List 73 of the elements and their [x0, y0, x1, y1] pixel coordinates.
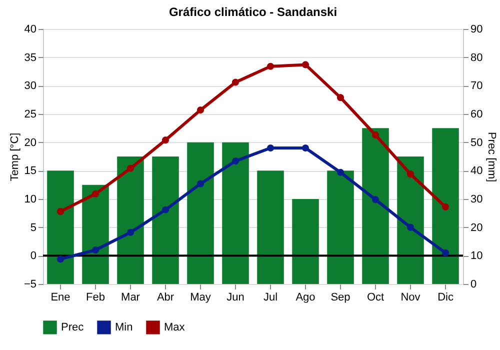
point — [196, 106, 204, 114]
point — [232, 78, 240, 86]
point — [162, 206, 170, 214]
point — [336, 94, 344, 102]
y2-tick-label: 50 — [470, 136, 483, 149]
point — [162, 136, 170, 144]
chart-title: Gráfico climático - Sandanski — [168, 5, 338, 19]
bar — [257, 170, 284, 284]
point — [126, 228, 134, 236]
bar — [222, 142, 249, 284]
bar — [362, 128, 389, 284]
y2-axis-title: Prec [mm] — [486, 132, 498, 182]
point — [406, 224, 414, 231]
y2-tick-label: 70 — [470, 80, 483, 92]
bar — [117, 156, 144, 284]
x-tick-label: Jul — [263, 292, 278, 304]
x-tick-label: May — [190, 292, 212, 304]
x-tick-label: Sep — [330, 292, 350, 304]
y-tick-label: 15 — [24, 165, 36, 178]
point — [56, 208, 64, 215]
point — [406, 170, 414, 178]
bar — [432, 128, 459, 284]
bar — [397, 156, 424, 284]
y-tick-label: 35 — [24, 52, 36, 64]
point — [372, 131, 380, 138]
y-tick-label: −5 — [24, 278, 36, 290]
point — [442, 203, 450, 210]
x-tick-label: Dic — [438, 292, 454, 304]
point — [372, 196, 380, 204]
x-tick-label: Oct — [366, 292, 384, 304]
x-tick-label: Feb — [86, 292, 105, 304]
y-tick-label: 5 — [30, 222, 36, 234]
y2-tick-label: 90 — [470, 24, 483, 36]
x-tick-label: Abr — [156, 292, 174, 304]
x-tick-label: Ene — [50, 292, 70, 304]
bar — [47, 170, 74, 284]
point — [302, 144, 310, 152]
x-tick-label: Nov — [400, 292, 421, 304]
y-tick-label: 40 — [24, 24, 36, 36]
x-tick-label: Ago — [296, 292, 316, 304]
bar — [292, 199, 319, 284]
point — [232, 158, 240, 165]
y-tick-label: 10 — [24, 194, 36, 206]
point — [92, 190, 100, 198]
point — [92, 246, 100, 254]
y-tick-label: 0 — [30, 250, 36, 262]
legend-label: Max — [164, 321, 186, 334]
legend-label: Prec — [61, 321, 84, 334]
y2-tick-label: 20 — [470, 222, 483, 234]
y-tick-label: 20 — [24, 136, 36, 149]
point — [196, 180, 204, 188]
y-axis-title: Temp [°C] — [8, 132, 21, 182]
y2-tick-label: 10 — [470, 250, 483, 262]
bar — [152, 156, 179, 284]
bar — [327, 170, 354, 284]
y2-tick-label: 60 — [470, 108, 483, 120]
point — [336, 168, 344, 176]
point — [302, 61, 310, 68]
y2-tick-label: 40 — [470, 165, 483, 178]
y2-tick-label: 0 — [470, 278, 477, 290]
y-tick-label: 30 — [24, 80, 36, 92]
point — [126, 164, 134, 172]
point — [56, 256, 64, 263]
y2-tick-label: 30 — [470, 194, 483, 206]
bar — [187, 142, 214, 284]
point — [266, 144, 274, 152]
y2-tick-label: 80 — [470, 52, 483, 64]
x-tick-label: Jun — [226, 292, 244, 304]
point — [442, 249, 450, 256]
point — [266, 62, 274, 70]
x-tick-label: Mar — [121, 292, 140, 304]
legend-label: Min — [115, 321, 133, 334]
y-tick-label: 25 — [24, 108, 36, 120]
